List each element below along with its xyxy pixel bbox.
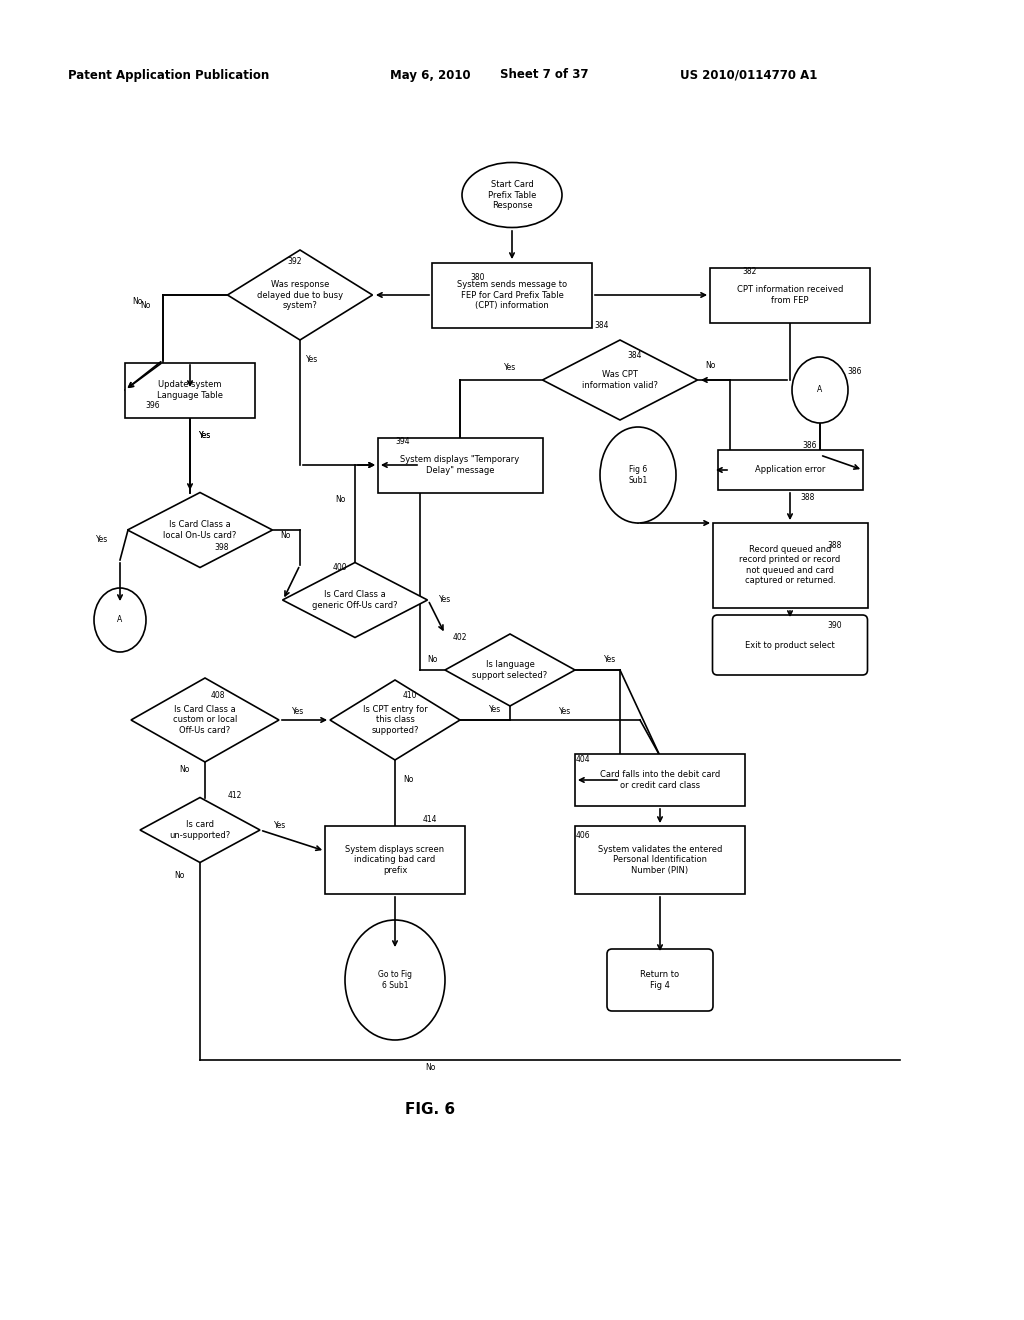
FancyBboxPatch shape [575,826,745,894]
Text: US 2010/0114770 A1: US 2010/0114770 A1 [680,69,817,82]
Text: No: No [175,870,185,879]
Text: 400: 400 [333,564,347,573]
Text: Is language
support selected?: Is language support selected? [472,660,548,680]
Ellipse shape [792,356,848,422]
FancyBboxPatch shape [432,263,592,327]
Ellipse shape [462,162,562,227]
Text: Was response
delayed due to busy
system?: Was response delayed due to busy system? [257,280,343,310]
Text: Yes: Yes [199,430,211,440]
Text: 394: 394 [395,437,411,446]
Text: Application error: Application error [755,466,825,474]
Text: 410: 410 [402,690,417,700]
Text: 386: 386 [803,441,817,450]
Text: No: No [402,776,414,784]
Text: Yes: Yes [292,708,304,717]
Text: Yes: Yes [559,708,571,717]
Text: Is card
un-supported?: Is card un-supported? [169,820,230,840]
Text: Yes: Yes [439,595,452,605]
Polygon shape [227,249,373,341]
Text: A: A [118,615,123,624]
Text: Is Card Class a
custom or local
Off-Us card?: Is Card Class a custom or local Off-Us c… [173,705,238,735]
Ellipse shape [600,426,676,523]
Text: 398: 398 [215,544,229,553]
Text: No: No [140,301,151,309]
Text: No: No [335,495,345,504]
FancyBboxPatch shape [718,450,862,490]
Text: A: A [817,385,822,395]
Text: System sends message to
FEP for Card Prefix Table
(CPT) information: System sends message to FEP for Card Pre… [457,280,567,310]
Polygon shape [445,634,575,706]
Text: Yes: Yes [96,536,108,544]
FancyBboxPatch shape [325,826,465,894]
Text: 380: 380 [471,273,485,282]
Text: 402: 402 [453,634,467,643]
Ellipse shape [94,587,146,652]
Text: No: No [133,297,143,306]
Text: 392: 392 [288,257,302,267]
Polygon shape [131,678,279,762]
Text: Fig 6
Sub1: Fig 6 Sub1 [629,465,647,484]
Polygon shape [128,492,272,568]
Text: Update system
Language Table: Update system Language Table [157,380,223,400]
Text: Record queued and
record printed or record
not queued and card
captured or retur: Record queued and record printed or reco… [739,545,841,585]
Text: 382: 382 [742,268,757,276]
FancyBboxPatch shape [710,268,870,322]
FancyBboxPatch shape [378,437,543,492]
Text: Is CPT entry for
this class
supported?: Is CPT entry for this class supported? [362,705,427,735]
Text: Yes: Yes [199,430,211,440]
Ellipse shape [345,920,445,1040]
Text: Yes: Yes [604,656,616,664]
FancyBboxPatch shape [607,949,713,1011]
Text: 386: 386 [848,367,862,376]
Text: System displays screen
indicating bad card
prefix: System displays screen indicating bad ca… [345,845,444,875]
Text: Is Card Class a
generic Off-Us card?: Is Card Class a generic Off-Us card? [312,590,397,610]
FancyBboxPatch shape [713,523,867,607]
Text: No: No [179,766,190,775]
Text: 388: 388 [801,494,815,503]
Text: Was CPT
information valid?: Was CPT information valid? [582,371,658,389]
Text: 406: 406 [575,830,590,840]
Text: FIG. 6: FIG. 6 [404,1102,455,1118]
Text: Start Card
Prefix Table
Response: Start Card Prefix Table Response [487,180,537,210]
FancyBboxPatch shape [125,363,255,417]
Polygon shape [140,797,260,862]
Text: CPT information received
from FEP: CPT information received from FEP [737,285,843,305]
Text: 388: 388 [827,540,842,549]
Text: System displays "Temporary
Delay" message: System displays "Temporary Delay" messag… [400,455,519,475]
FancyBboxPatch shape [713,615,867,675]
Text: May 6, 2010: May 6, 2010 [390,69,471,82]
Text: Yes: Yes [306,355,318,364]
Text: No: No [705,360,715,370]
Text: Sheet 7 of 37: Sheet 7 of 37 [500,69,589,82]
Text: 404: 404 [575,755,590,764]
Text: 396: 396 [145,400,161,409]
Text: 408: 408 [211,690,225,700]
Text: 384: 384 [628,351,642,359]
Text: Yes: Yes [488,705,501,714]
Text: 384: 384 [595,321,609,330]
Text: 412: 412 [227,792,243,800]
Text: No: No [427,656,437,664]
Text: Go to Fig
6 Sub1: Go to Fig 6 Sub1 [378,970,412,990]
Text: Patent Application Publication: Patent Application Publication [68,69,269,82]
Text: Is Card Class a
local On-Us card?: Is Card Class a local On-Us card? [163,520,237,540]
Text: Yes: Yes [273,821,286,830]
Text: Card falls into the debit card
or credit card class: Card falls into the debit card or credit… [600,771,720,789]
Polygon shape [330,680,460,760]
Text: Yes: Yes [504,363,516,372]
Text: No: No [280,531,290,540]
Text: Return to
Fig 4: Return to Fig 4 [640,970,680,990]
Text: 390: 390 [827,620,843,630]
Text: Exit to product select: Exit to product select [745,640,835,649]
Text: 414: 414 [423,816,437,825]
Polygon shape [283,562,427,638]
Polygon shape [543,341,697,420]
FancyBboxPatch shape [575,754,745,807]
Text: System validates the entered
Personal Identification
Number (PIN): System validates the entered Personal Id… [598,845,722,875]
Text: No: No [425,1064,435,1072]
